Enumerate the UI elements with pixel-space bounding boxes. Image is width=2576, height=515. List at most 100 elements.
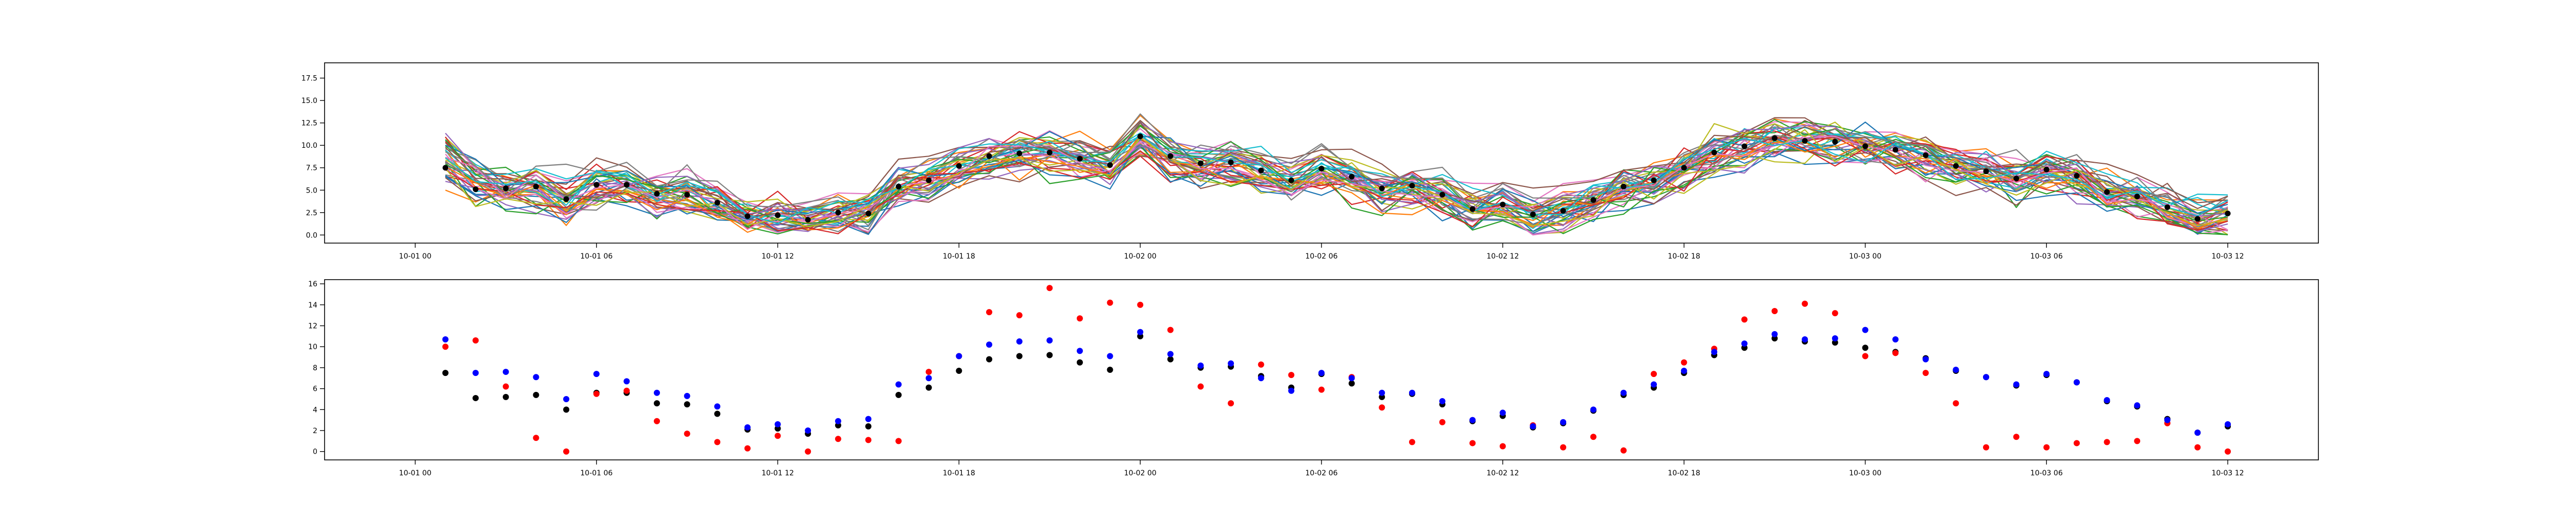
- scatter-point: [865, 437, 872, 443]
- x-tick-label: 10-01 00: [399, 252, 431, 261]
- scatter-point: [1348, 375, 1355, 382]
- scatter-point: [2134, 402, 2141, 409]
- observed-point: [503, 185, 509, 192]
- scatter-point: [986, 309, 992, 316]
- scatter-point: [1107, 299, 1113, 306]
- observed-point: [714, 200, 720, 206]
- scatter-point: [1379, 389, 1385, 396]
- x-axis-ticks: 10-01 00 10-01 06 10-01 12 10-01 18 10-02 00…: [399, 460, 2244, 477]
- scatter-point: [1711, 349, 1718, 355]
- x-tick-label: 10-03 06: [2030, 252, 2063, 261]
- scatter-point: [563, 396, 570, 402]
- scatter-point: [2013, 381, 2020, 388]
- scatter-point: [593, 371, 600, 377]
- scatter-point: [684, 392, 690, 399]
- scatter-point: [593, 390, 600, 397]
- ensemble-member-line: [445, 121, 2228, 222]
- scatter-point: [1046, 285, 1053, 291]
- scatter-point: [1228, 400, 1234, 407]
- observed-point: [1016, 353, 1023, 359]
- observed-point: [925, 384, 932, 391]
- scatter-point: [2073, 379, 2080, 386]
- observed-point: [1862, 143, 1868, 149]
- observed-point: [1983, 168, 1989, 175]
- scatter-point: [1771, 331, 1778, 337]
- observed-point: [1560, 208, 1566, 214]
- observed-point: [1379, 185, 1385, 192]
- observed-point: [654, 191, 660, 197]
- y-tick-label: 16: [308, 280, 317, 288]
- observed-point: [502, 393, 509, 400]
- scatter-point: [1651, 371, 1657, 377]
- scatter-point: [1228, 360, 1234, 367]
- observed-point: [684, 192, 690, 198]
- observed-point: [1741, 143, 1748, 149]
- x-tick-label: 10-01 00: [399, 469, 431, 477]
- scatter-point: [563, 448, 570, 455]
- observed-point: [2043, 166, 2049, 173]
- y-tick-label: 0: [313, 448, 317, 456]
- scatter-point: [805, 427, 811, 434]
- observed-point: [533, 391, 539, 398]
- scatter-point: [835, 436, 841, 442]
- y-axis-ticks: 0 2 4 6 8 10 12 14 16: [308, 280, 325, 456]
- scatter-point: [744, 424, 751, 431]
- ensemble-member-line: [445, 113, 2228, 222]
- scatter-point: [2134, 438, 2141, 444]
- observed-point: [2164, 204, 2171, 210]
- observed-point: [986, 153, 992, 159]
- scatter-point: [835, 418, 841, 424]
- observed-point: [956, 368, 962, 374]
- scatter-point: [1499, 409, 1506, 416]
- x-tick-label: 10-01 18: [943, 469, 975, 477]
- observed-point: [895, 391, 902, 398]
- scatter-point: [1922, 370, 1929, 376]
- scatter-point: [774, 433, 781, 439]
- scatter-point: [744, 445, 751, 452]
- scatter-point: [502, 369, 509, 375]
- scatter-point: [1137, 329, 1144, 335]
- y-tick-label: 10.0: [301, 142, 317, 150]
- observed-point: [1862, 345, 1869, 351]
- x-tick-label: 10-01 06: [580, 469, 613, 477]
- x-tick-label: 10-02 12: [1486, 252, 1519, 261]
- scatter-point: [1862, 353, 1869, 359]
- observed-point: [1409, 183, 1415, 189]
- observed-point: [1530, 211, 1536, 217]
- observed-point: [1046, 149, 1053, 156]
- scatter-point: [472, 370, 479, 376]
- observed-point: [1500, 201, 1506, 208]
- scatter-point: [654, 418, 660, 424]
- observed-point: [684, 401, 690, 408]
- observed-point: [1046, 352, 1053, 358]
- y-tick-label: 4: [313, 406, 317, 414]
- observed-point: [805, 217, 811, 223]
- scatter-point: [895, 438, 902, 444]
- scatter-point: [1741, 340, 1748, 347]
- y-tick-label: 6: [313, 385, 317, 393]
- scatter-point: [1499, 443, 1506, 450]
- y-axis-ticks: 0.0 2.5 5.0 7.5 10.0 12.5 15.0 17.5: [301, 75, 325, 239]
- observed-point: [1802, 138, 1808, 144]
- x-tick-label: 10-02 00: [1124, 469, 1157, 477]
- scatter-point: [2104, 397, 2110, 404]
- observed-point: [2074, 173, 2080, 179]
- observed-point: [1349, 174, 1355, 180]
- scatter-point: [1651, 381, 1657, 388]
- scatter-point: [1983, 444, 1989, 451]
- observed-point: [1107, 367, 1113, 373]
- observed-point: [986, 356, 992, 363]
- x-axis-ticks: 10-01 00 10-01 06 10-01 12 10-01 18 10-02 00…: [399, 243, 2244, 261]
- scatter-point: [805, 448, 811, 455]
- x-tick-label: 10-02 18: [1668, 469, 1700, 477]
- x-tick-label: 10-03 12: [2212, 469, 2244, 477]
- observed-points: [443, 133, 2231, 223]
- observed-point: [1197, 160, 1204, 166]
- scatter-point: [1379, 404, 1385, 411]
- observed-point: [1469, 206, 1476, 212]
- x-tick-label: 10-01 18: [943, 252, 975, 261]
- scatter-point: [1862, 327, 1869, 333]
- scatter-point: [1409, 439, 1415, 445]
- scatter-point: [1409, 389, 1415, 396]
